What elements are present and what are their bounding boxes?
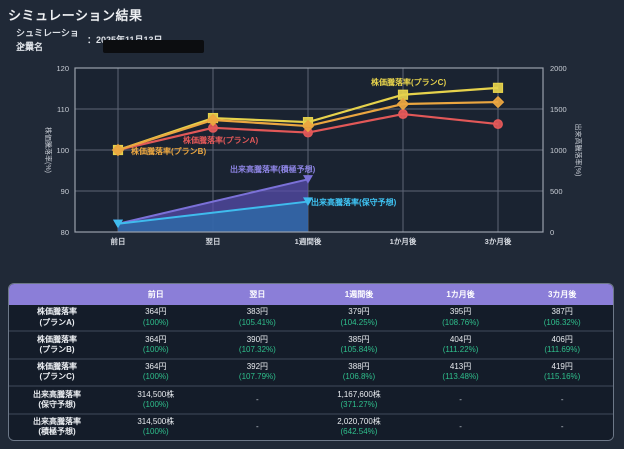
table-row: 出来高騰落率 (保守予想) 314,500株 (100%) -1,167,600株 (37… bbox=[9, 385, 613, 414]
data-point-marker bbox=[301, 119, 315, 133]
company-label: 企業名 bbox=[16, 42, 44, 52]
table-cell: - bbox=[206, 412, 309, 440]
table-cell: 364円 (100%) bbox=[105, 305, 207, 332]
table-row: 出来高騰落率 (積極予想) 314,500株 (100%) -2,020,700株 (64… bbox=[9, 412, 613, 440]
chart-svg: 80 90 100 110 120 0 500 1000 1500 2000 前日 翌日 1週間後 1か月… bbox=[44, 64, 583, 246]
table-cell: 385円 (105.84%) bbox=[308, 330, 410, 359]
data-point-marker bbox=[398, 109, 408, 120]
table-cell: - bbox=[511, 412, 613, 440]
results-table: 前日 翌日 1週間後 1カ月後 3カ月後 株価騰落率 (プランA) 364円 (100%) 38… bbox=[9, 284, 613, 440]
table-cell: 388円 (106.8%) bbox=[308, 357, 410, 387]
simulation-date-label: シュミレーション日 bbox=[16, 28, 79, 51]
right-axis-title: 出来高騰落率(%) bbox=[574, 124, 583, 177]
right-axis-tick: 1000 bbox=[550, 146, 567, 155]
table-cell: 364円 (100%) bbox=[105, 357, 207, 387]
data-point-marker bbox=[493, 119, 503, 130]
table-cell: 395円 (108.76%) bbox=[409, 305, 512, 332]
data-point-marker bbox=[111, 143, 125, 157]
table-header-row: 前日 翌日 1週間後 1カ月後 3カ月後 bbox=[9, 284, 613, 305]
table-cell: - bbox=[409, 385, 512, 414]
simulation-chart: 80 90 100 110 120 0 500 1000 1500 2000 前日 翌日 1週間後 1か月… bbox=[0, 50, 624, 255]
table-row: 株価騰落率 (プランB) 364円 (100%) 390円 (107.32%) 385円 (1… bbox=[9, 330, 613, 359]
table-header-cell: 1カ月後 bbox=[409, 284, 512, 305]
data-point-marker bbox=[491, 95, 505, 109]
area-series bbox=[118, 201, 308, 232]
data-point-marker bbox=[206, 113, 220, 127]
data-point-marker bbox=[492, 82, 504, 93]
left-axis-tick: 90 bbox=[61, 187, 69, 196]
table-header-cell: 1週間後 bbox=[308, 284, 410, 305]
table-cell: - bbox=[511, 385, 613, 414]
x-axis-tick: 3か月後 bbox=[485, 236, 512, 246]
data-point-marker bbox=[303, 175, 313, 184]
series-annotation: 株価騰落率(プランA) bbox=[183, 135, 258, 145]
row-label-cell: 出来高騰落率 (保守予想) bbox=[9, 385, 105, 414]
right-axis-tick: 500 bbox=[550, 187, 563, 196]
x-axis-tick: 前日 bbox=[111, 236, 126, 246]
x-axis-tick: 翌日 bbox=[206, 237, 221, 246]
company-name-redacted bbox=[103, 40, 204, 53]
series-annotation: 出来高騰落率(積極予想) bbox=[230, 164, 316, 174]
table-cell: 390円 (107.32%) bbox=[206, 330, 309, 359]
series-annotation: 出来高騰落率(保守予想) bbox=[311, 197, 397, 207]
table-header-cell: 3カ月後 bbox=[511, 284, 613, 305]
x-axis-tick: 1週間後 bbox=[295, 236, 322, 246]
table-cell: - bbox=[206, 385, 309, 414]
left-axis-title: 株価騰落率(%) bbox=[44, 127, 53, 173]
company-row: 企業名 bbox=[16, 40, 204, 53]
series-annotation: 株価騰落率(プランC) bbox=[371, 77, 446, 87]
plot-border bbox=[74, 67, 544, 233]
left-axis-tick: 120 bbox=[56, 64, 69, 73]
table-cell: 2,020,700株 (642.54%) bbox=[308, 412, 410, 440]
area-series-line bbox=[117, 178, 309, 225]
table-cell: 314,500株 (100%) bbox=[105, 412, 207, 440]
right-axis-tick: 2000 bbox=[550, 64, 567, 73]
data-point-marker bbox=[396, 97, 410, 111]
series-annotation: 株価騰落率(プランB) bbox=[131, 146, 206, 156]
right-axis-tick: 0 bbox=[550, 228, 554, 237]
row-label-cell: 株価騰落率 (プランA) bbox=[9, 305, 105, 332]
table-header-cell: 前日 bbox=[105, 284, 207, 305]
table-cell: 406円 (111.69%) bbox=[511, 330, 613, 359]
table-cell: 1,167,600株 (371.27%) bbox=[308, 385, 410, 414]
table-row: 株価騰落率 (プランA) 364円 (100%) 383円 (105.41%) 379円 (1… bbox=[9, 305, 613, 332]
table-cell: - bbox=[409, 412, 512, 440]
x-axis-tick: 1か月後 bbox=[390, 236, 417, 246]
left-axis-tick: 110 bbox=[57, 105, 69, 114]
table-cell: 404円 (111.22%) bbox=[409, 330, 512, 359]
right-axis-tick: 1500 bbox=[550, 105, 567, 114]
table-header-cell bbox=[9, 284, 105, 305]
table-cell: 314,500株 (100%) bbox=[105, 385, 207, 414]
row-label-cell: 株価騰落率 (プランC) bbox=[9, 357, 105, 387]
row-label-cell: 出来高騰落率 (積極予想) bbox=[9, 412, 105, 440]
table-cell: 383円 (105.41%) bbox=[206, 305, 309, 332]
table-cell: 364円 (100%) bbox=[105, 330, 207, 359]
table-header-cell: 翌日 bbox=[206, 284, 309, 305]
table-row: 株価騰落率 (プランC) 364円 (100%) 392円 (107.79%) 388円 (1… bbox=[9, 357, 613, 387]
simulation-date-value: ：2025年11月13日 bbox=[87, 33, 163, 46]
left-axis-tick: 80 bbox=[61, 228, 69, 237]
page-title: シミュレーション結果 bbox=[8, 8, 143, 23]
table-cell: 419円 (115.16%) bbox=[511, 357, 613, 387]
area-series-line bbox=[117, 200, 309, 225]
simulation-date-row: シュミレーション日 ：2025年11月13日 bbox=[16, 26, 163, 52]
data-point-marker bbox=[113, 219, 123, 229]
results-table-wrap: 前日 翌日 1週間後 1カ月後 3カ月後 株価騰落率 (プランA) 364円 (100%) 38… bbox=[8, 283, 614, 441]
row-label-cell: 株価騰落率 (プランB) bbox=[9, 330, 105, 359]
left-axis-tick: 100 bbox=[56, 146, 69, 155]
data-point-marker bbox=[303, 197, 313, 207]
table-cell: 413円 (113.48%) bbox=[409, 357, 512, 387]
table-cell: 387円 (106.32%) bbox=[511, 305, 613, 332]
table-cell: 392円 (107.79%) bbox=[206, 357, 309, 387]
table-cell: 379円 (104.25%) bbox=[308, 305, 410, 332]
